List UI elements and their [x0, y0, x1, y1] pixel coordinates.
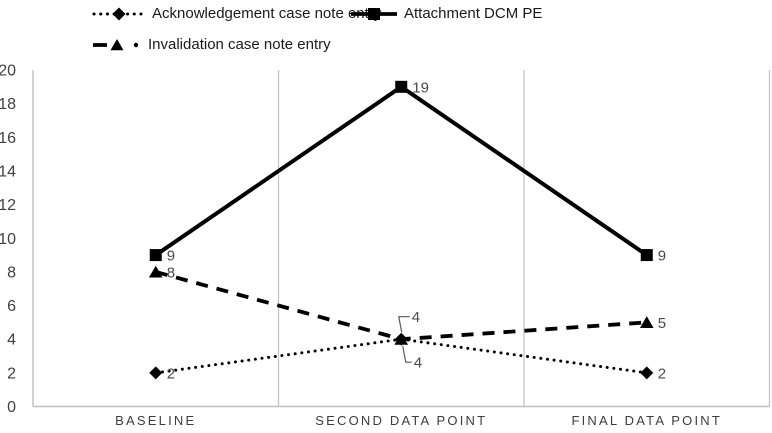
legend-label-invalidation: Invalidation case note entry	[148, 36, 331, 53]
y-axis-tick-label: 6	[7, 298, 16, 315]
y-axis-tick-label: 16	[0, 130, 16, 147]
data-label: 8	[167, 264, 175, 281]
y-axis-tick-label: 18	[0, 96, 16, 113]
y-axis-tick-label: 20	[0, 63, 16, 80]
legend-label-attachment: Attachment DCM PE	[404, 5, 543, 22]
legend-item-acknowledgement: Acknowledgement case note entry	[92, 4, 381, 24]
y-axis-tick-label: 2	[7, 365, 16, 382]
y-axis-tick-label: 12	[0, 197, 16, 214]
y-axis-tick-label: 8	[7, 264, 16, 281]
square-marker	[640, 249, 653, 262]
triangle-marker	[639, 316, 654, 328]
diamond-marker	[640, 366, 654, 380]
data-label-callout: 4	[414, 355, 422, 372]
y-axis-tick-label: 4	[7, 332, 16, 349]
triangle-marker	[148, 265, 163, 278]
x-axis-category-label: BASELINE	[115, 413, 196, 428]
square-marker	[395, 80, 408, 93]
square-marker	[149, 249, 162, 262]
diamond-marker	[149, 366, 163, 380]
data-label: 5	[658, 315, 666, 332]
y-axis-tick-label: 14	[0, 163, 16, 180]
x-axis-category-label: FINAL DATA POINT	[571, 413, 722, 428]
x-axis-category-label: SECOND DATA POINT	[315, 413, 487, 428]
data-label-callout: 4	[412, 309, 420, 326]
y-axis-tick-label: 10	[0, 231, 16, 248]
data-label: 9	[658, 248, 666, 265]
series-line-solid	[154, 84, 648, 257]
dotted-diamond-legend-swatch-icon	[92, 7, 146, 21]
y-axis-tick-label: 0	[7, 399, 16, 416]
data-label: 19	[412, 79, 429, 96]
data-label: 2	[658, 365, 666, 382]
data-label-leader-line	[398, 316, 410, 333]
data-label-leader-line	[402, 346, 412, 363]
legend-label-acknowledgement: Acknowledgement case note entry	[152, 5, 382, 22]
data-label: 2	[167, 365, 175, 382]
legend-item-invalidation: Invalidation case note entry	[92, 35, 331, 55]
legend-item-attachment: Attachment DCM PE	[350, 4, 542, 24]
triangle-marker	[394, 333, 409, 345]
dash-triangle-dot-legend-swatch-icon	[93, 39, 139, 51]
data-label: 9	[167, 248, 175, 265]
solid-square-legend-swatch-icon	[351, 8, 397, 20]
